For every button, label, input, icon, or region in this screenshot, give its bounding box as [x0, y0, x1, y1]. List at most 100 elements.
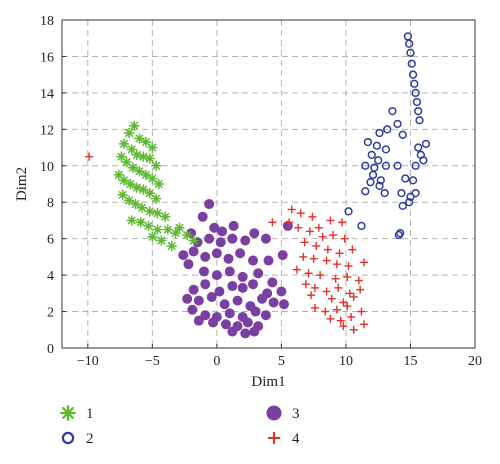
data-point-series-2: [415, 116, 424, 125]
data-point-series-3: [260, 233, 271, 244]
data-point-series-3: [276, 286, 287, 297]
data-point-series-4: [348, 245, 357, 254]
data-point-series-3: [242, 317, 253, 328]
data-point-series-3: [237, 282, 248, 293]
legend-marker-asterisk-icon: [60, 405, 76, 421]
data-point-series-4: [347, 313, 356, 322]
data-point-series-4: [339, 298, 348, 307]
data-point-series-2: [411, 161, 420, 170]
legend-marker-plus-icon: [268, 432, 280, 444]
data-point-series-2: [375, 128, 384, 138]
data-point-series-4: [338, 218, 347, 227]
data-point-series-2: [397, 188, 406, 198]
data-point-series-2: [393, 119, 402, 129]
legend-label: 3: [292, 406, 300, 422]
legend-label: 4: [292, 431, 300, 447]
data-point-series-4: [340, 234, 349, 243]
data-point-series-3: [257, 293, 268, 304]
data-point-series-4: [343, 272, 352, 281]
data-point-series-4: [316, 271, 325, 280]
legend-marker-filled-circle-icon: [266, 405, 282, 421]
legend-item-2: 2: [61, 431, 94, 447]
data-point-series-2: [363, 137, 373, 147]
data-point-series-4: [310, 303, 319, 312]
data-point-series-3: [277, 250, 288, 261]
data-point-series-1: [147, 142, 158, 153]
y-tick-label: 18: [40, 14, 54, 29]
data-point-series-2: [421, 139, 431, 149]
data-points: [85, 32, 431, 339]
data-point-series-3: [200, 279, 211, 290]
data-point-series-4: [314, 223, 323, 232]
data-point-series-4: [360, 320, 369, 329]
data-point-series-1: [160, 211, 171, 223]
data-point-series-1: [131, 182, 143, 193]
data-point-series-4: [322, 287, 331, 296]
data-point-series-4: [336, 316, 345, 325]
data-point-series-1: [150, 160, 162, 172]
data-point-series-1: [131, 149, 143, 161]
data-point-series-2: [380, 188, 389, 198]
axis-ticks: −10 −5 0 5 10 15 20 0 2 4 6 8 10 12 14 16 18: [40, 14, 482, 369]
data-point-series-4: [322, 256, 331, 265]
data-point-series-3: [224, 308, 235, 319]
data-point-series-4: [292, 265, 301, 274]
data-point-series-4: [332, 305, 341, 314]
data-point-series-4: [360, 258, 369, 267]
data-point-series-2: [398, 201, 407, 211]
data-point-series-2: [383, 125, 392, 134]
data-point-series-2: [368, 170, 378, 180]
x-tick-label: 10: [339, 354, 353, 369]
y-tick-label: 4: [47, 269, 54, 284]
x-tick-label: −5: [145, 354, 160, 369]
data-point-series-3: [200, 251, 211, 262]
data-point-series-3: [237, 271, 248, 282]
data-point-series-3: [250, 306, 261, 317]
legend-item-4: 4: [268, 431, 300, 447]
data-point-series-4: [326, 216, 335, 225]
data-point-series-4: [343, 302, 352, 311]
data-point-series-4: [331, 274, 340, 283]
data-point-series-3: [227, 326, 238, 337]
data-point-series-1: [118, 138, 130, 150]
data-point-series-3: [263, 255, 274, 266]
x-tick-label: 20: [468, 354, 482, 369]
data-point-series-4: [349, 325, 358, 334]
data-point-series-3: [267, 277, 278, 288]
data-point-series-2: [406, 48, 415, 57]
data-point-series-3: [227, 233, 238, 244]
legend-label: 2: [86, 431, 94, 447]
data-point-series-4: [344, 262, 353, 270]
data-point-series-4: [296, 209, 305, 218]
data-point-series-4: [300, 238, 309, 247]
data-point-series-2: [405, 39, 414, 48]
y-tick-label: 2: [47, 306, 54, 321]
data-point-series-4: [305, 227, 314, 236]
data-point-series-2: [410, 79, 419, 88]
data-point-series-3: [248, 255, 259, 266]
data-point-series-3: [214, 286, 225, 297]
legend-marker-shape: [266, 405, 282, 421]
data-point-series-3: [224, 266, 235, 277]
data-point-series-3: [260, 310, 271, 321]
x-tick-label: −10: [77, 354, 99, 369]
data-point-series-4: [308, 212, 317, 221]
data-point-series-1: [135, 217, 146, 228]
data-point-series-3: [208, 317, 219, 328]
data-point-series-2: [411, 88, 420, 98]
data-point-series-2: [394, 230, 404, 240]
data-point-series-3: [232, 295, 243, 306]
data-point-series-1: [121, 156, 132, 168]
legend-label: 1: [86, 406, 94, 422]
data-point-series-2: [398, 130, 407, 139]
data-point-series-3: [187, 304, 198, 315]
data-point-series-4: [354, 276, 363, 285]
data-point-series-2: [367, 150, 376, 159]
data-point-series-1: [181, 229, 193, 241]
data-point-series-4: [304, 269, 313, 278]
legend-item-3: 3: [266, 405, 300, 422]
data-point-series-1: [152, 224, 163, 235]
data-point-series-1: [188, 235, 199, 246]
data-point-series-2: [344, 207, 353, 216]
y-tick-label: 14: [40, 87, 54, 102]
